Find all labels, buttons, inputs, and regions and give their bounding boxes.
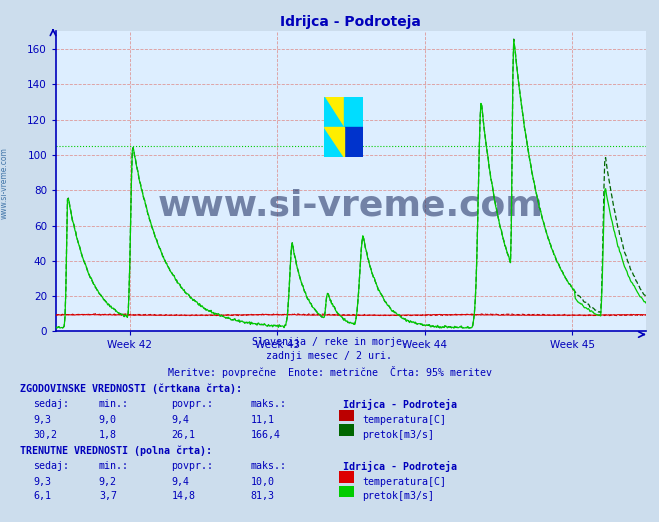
Text: 14,8: 14,8 (171, 491, 195, 501)
Text: min.:: min.: (99, 399, 129, 409)
Text: 9,2: 9,2 (99, 477, 117, 487)
Polygon shape (324, 98, 343, 127)
Text: Meritve: povprečne  Enote: metrične  Črta: 95% meritev: Meritve: povprečne Enote: metrične Črta:… (167, 366, 492, 378)
Text: temperatura[C]: temperatura[C] (362, 415, 446, 425)
Text: 166,4: 166,4 (250, 430, 281, 440)
Text: Idrijca - Podroteja: Idrijca - Podroteja (343, 461, 457, 472)
Text: 9,0: 9,0 (99, 415, 117, 425)
Text: 9,4: 9,4 (171, 477, 189, 487)
Text: 81,3: 81,3 (250, 491, 274, 501)
Polygon shape (324, 127, 343, 158)
Text: maks.:: maks.: (250, 399, 287, 409)
Text: 11,1: 11,1 (250, 415, 274, 425)
Text: pretok[m3/s]: pretok[m3/s] (362, 491, 434, 501)
Text: www.si-vreme.com: www.si-vreme.com (0, 147, 9, 219)
Text: 26,1: 26,1 (171, 430, 195, 440)
Bar (343, 127, 362, 158)
Text: 9,3: 9,3 (33, 415, 51, 425)
Text: 3,7: 3,7 (99, 491, 117, 501)
Bar (324, 98, 343, 127)
Text: min.:: min.: (99, 461, 129, 471)
Text: Slovenija / reke in morje.: Slovenija / reke in morje. (252, 337, 407, 347)
Title: Idrijca - Podroteja: Idrijca - Podroteja (281, 15, 421, 29)
Text: temperatura[C]: temperatura[C] (362, 477, 446, 487)
Bar (324, 127, 343, 158)
Text: www.si-vreme.com: www.si-vreme.com (158, 188, 544, 222)
Text: zadnji mesec / 2 uri.: zadnji mesec / 2 uri. (266, 351, 393, 361)
Text: povpr.:: povpr.: (171, 399, 214, 409)
Text: Idrijca - Podroteja: Idrijca - Podroteja (343, 399, 457, 410)
Text: 30,2: 30,2 (33, 430, 57, 440)
Text: 10,0: 10,0 (250, 477, 274, 487)
Text: 9,4: 9,4 (171, 415, 189, 425)
Text: TRENUTNE VREDNOSTI (polna črta):: TRENUTNE VREDNOSTI (polna črta): (20, 445, 212, 456)
Text: 6,1: 6,1 (33, 491, 51, 501)
Text: 1,8: 1,8 (99, 430, 117, 440)
Text: sedaj:: sedaj: (33, 461, 69, 471)
Text: maks.:: maks.: (250, 461, 287, 471)
Text: ZGODOVINSKE VREDNOSTI (črtkana črta):: ZGODOVINSKE VREDNOSTI (črtkana črta): (20, 384, 242, 394)
Text: pretok[m3/s]: pretok[m3/s] (362, 430, 434, 440)
Text: 9,3: 9,3 (33, 477, 51, 487)
Bar (343, 98, 362, 127)
Text: sedaj:: sedaj: (33, 399, 69, 409)
Text: povpr.:: povpr.: (171, 461, 214, 471)
